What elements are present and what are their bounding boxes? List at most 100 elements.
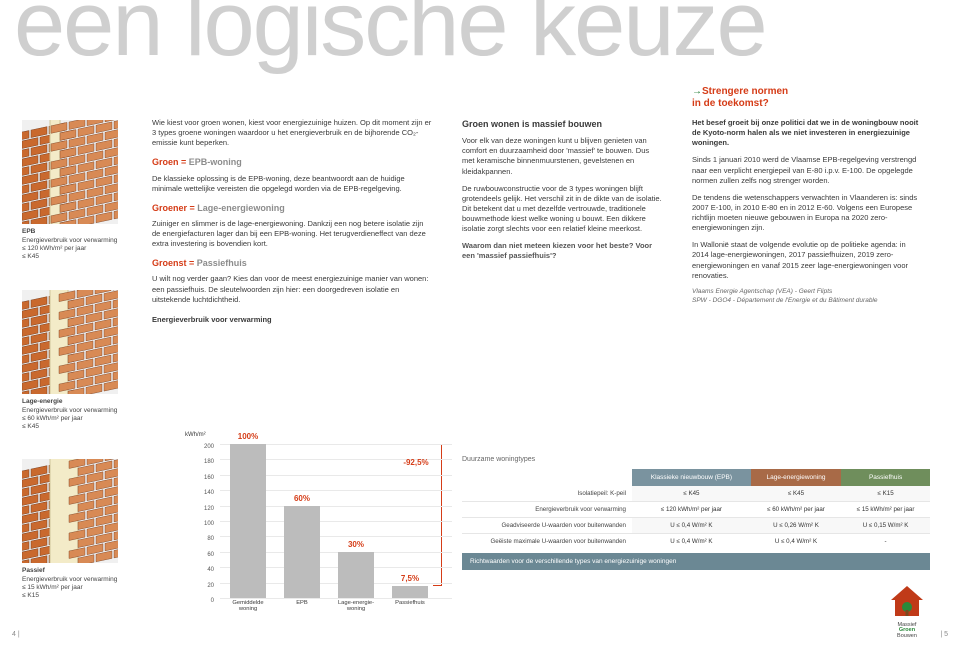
sidebar: EPBEnergieverbruik voor verwarming≤ 120 …	[22, 120, 134, 601]
table-cell: U ≤ 0,4 W/m² K	[632, 518, 751, 534]
table-cell: U ≤ 0,4 W/m² K	[632, 534, 751, 550]
table-col-head: Klassieke nieuwbouw (EPB)	[632, 469, 751, 486]
row-label: Geëiste maximale U-waarden voor buitenwa…	[462, 534, 632, 550]
column-right: Het besef groeit bij onze politici dat w…	[692, 118, 922, 312]
groen-logo: Massief Groen Bouwen	[882, 584, 932, 640]
table-title: Duurzame woningtypes	[462, 456, 930, 463]
heading-groenst: Groenst = Passiefhuis	[152, 257, 432, 269]
right-credits: Vlaams Energie Agentschap (VEA) - Geert …	[692, 288, 922, 306]
table-footer: Richtwaarden voor de verschillende types…	[462, 553, 930, 570]
sidebar-caption: Lage-energieEnergieverbruik voor verwarm…	[22, 398, 134, 432]
table-cell: U ≤ 0,26 W/m² K	[751, 518, 841, 534]
y-tick: 0	[211, 598, 214, 604]
bar-value-label: 30%	[332, 540, 380, 549]
table-cell: U ≤ 0,4 W/m² K	[751, 534, 841, 550]
column-mid: Groen wonen is massief bouwen Voor elk v…	[462, 118, 662, 269]
x-labels: GemiddeldewoningEPBLage-energie-woningPa…	[220, 600, 452, 620]
y-tick: 180	[204, 459, 214, 465]
row-label: Isolatiepeil: K-peil	[462, 486, 632, 502]
table-cell: ≤ 15 kWh/m² per jaar	[841, 502, 930, 518]
page-num: 4	[12, 631, 16, 638]
bar-value-label: 60%	[278, 494, 326, 503]
chart-bar	[338, 552, 374, 598]
heading-gray: EPB-woning	[189, 157, 242, 167]
column-center: Wie kiest voor groen wonen, kiest voor e…	[152, 118, 432, 325]
chart-heading: Energieverbruik voor verwarming	[152, 315, 432, 325]
bar-chart: kWh/m² 0 20 40 60 80 100 120 140 160 180 200 100% 6…	[188, 434, 452, 622]
y-tick: 120	[204, 506, 214, 512]
sidebar-item-epb: EPBEnergieverbruik voor verwarming≤ 120 …	[22, 120, 134, 262]
y-tick: 100	[204, 521, 214, 527]
header-right: →Strengere normen in de toekomst?	[692, 86, 788, 109]
y-tick: 20	[207, 583, 214, 589]
table-cell: U ≤ 0,15 W/m² K	[841, 518, 930, 534]
sidebar-item-lage-energie: Lage-energieEnergieverbruik voor verwarm…	[22, 290, 134, 432]
heading-red: Groener =	[152, 203, 195, 213]
y-unit: kWh/m²	[185, 432, 206, 438]
right-p3: In Wallonië staat de volgende evolutie o…	[692, 240, 922, 281]
y-tick: 140	[204, 490, 214, 496]
para-3: U wilt nog verder gaan? Kies dan voor de…	[152, 274, 432, 304]
intro: Wie kiest voor groen wonen, kiest voor e…	[152, 118, 432, 148]
page-number-right: | 5	[940, 631, 948, 638]
bar-value-label: 7,5%	[386, 574, 434, 583]
arrow-icon: →	[692, 86, 702, 97]
brick-illustration	[22, 459, 118, 563]
chart-bar	[392, 586, 428, 598]
logo-line3: Bouwen	[897, 633, 917, 639]
right-lead: Het besef groeit bij onze politici dat w…	[692, 118, 922, 148]
table-cell: ≤ 60 kWh/m² per jaar	[751, 502, 841, 518]
y-axis: 020406080100120140160180200	[188, 444, 218, 598]
table-col-head: Lage-energiewoning	[751, 469, 841, 486]
bar-value-label: 100%	[224, 432, 272, 441]
heading-groener: Groener = Lage-energiewoning	[152, 202, 432, 214]
mid-p2: De ruwbouwconstructie voor de 3 types wo…	[462, 184, 662, 235]
x-label: Gemiddeldewoning	[223, 600, 273, 612]
comparison-table-wrap: Duurzame woningtypes Klassieke nieuwbouw…	[462, 456, 930, 570]
table-row: Energieverbruik voor verwarming≤ 120 kWh…	[462, 502, 930, 518]
page-num: 5	[944, 631, 948, 638]
mid-title: Groen wonen is massief bouwen	[462, 118, 662, 130]
brick-illustration	[22, 290, 118, 394]
header-line2: in de toekomst?	[692, 98, 769, 109]
table-row: Geadviseerde U-waarden voor buitenwanden…	[462, 518, 930, 534]
heading-gray: Passiefhuis	[197, 258, 247, 268]
heading-red: Groenst =	[152, 258, 194, 268]
table-row: Isolatiepeil: K-peil≤ K45≤ K45≤ K15	[462, 486, 930, 502]
mid-question: Waarom dan niet meteen kiezen voor het b…	[462, 241, 662, 261]
table-cell: ≤ K45	[632, 486, 751, 502]
brick-illustration	[22, 120, 118, 224]
sidebar-caption: PassiefEnergieverbruik voor verwarming≤ …	[22, 567, 134, 601]
para-1: De klassieke oplossing is de EPB-woning,…	[152, 174, 432, 194]
y-tick: 60	[207, 552, 214, 558]
mid-p1: Voor elk van deze woningen kunt u blijve…	[462, 136, 662, 177]
table-col-head: Passiefhuis	[841, 469, 930, 486]
heading-groen: Groen = EPB-woning	[152, 156, 432, 168]
row-label: Geadviseerde U-waarden voor buitenwanden	[462, 518, 632, 534]
right-p1: Sinds 1 januari 2010 werd de Vlaamse EPB…	[692, 155, 922, 185]
x-label: EPB	[277, 600, 327, 606]
delta-label: -92,5%	[376, 458, 456, 467]
table-cell: ≤ K45	[751, 486, 841, 502]
table-row: Geëiste maximale U-waarden voor buitenwa…	[462, 534, 930, 550]
page-title: een logische keuze	[14, 0, 766, 70]
page: een logische keuze →Strengere normen in …	[0, 0, 960, 648]
comparison-table: Klassieke nieuwbouw (EPB)Lage-energiewon…	[462, 469, 930, 549]
x-label: Passiefhuis	[385, 600, 435, 606]
table-cell: -	[841, 534, 930, 550]
chart-plot: 100%60%30%7,5%-92,5%	[220, 444, 452, 598]
table-cell: ≤ 120 kWh/m² per jaar	[632, 502, 751, 518]
sidebar-caption: EPBEnergieverbruik voor verwarming≤ 120 …	[22, 228, 134, 262]
table-cell: ≤ K15	[841, 486, 930, 502]
heading-red: Groen =	[152, 157, 186, 167]
y-tick: 80	[207, 536, 214, 542]
row-label: Energieverbruik voor verwarming	[462, 502, 632, 518]
chart-bar	[230, 444, 266, 598]
y-tick: 200	[204, 444, 214, 450]
right-p2: De tendens die wetenschappers verwachten…	[692, 193, 922, 234]
y-tick: 40	[207, 567, 214, 573]
para-2: Zuiniger en slimmer is de lage-energiewo…	[152, 219, 432, 249]
y-tick: 160	[204, 475, 214, 481]
sidebar-item-passief: PassiefEnergieverbruik voor verwarming≤ …	[22, 459, 134, 601]
page-number-left: 4 |	[12, 631, 20, 638]
